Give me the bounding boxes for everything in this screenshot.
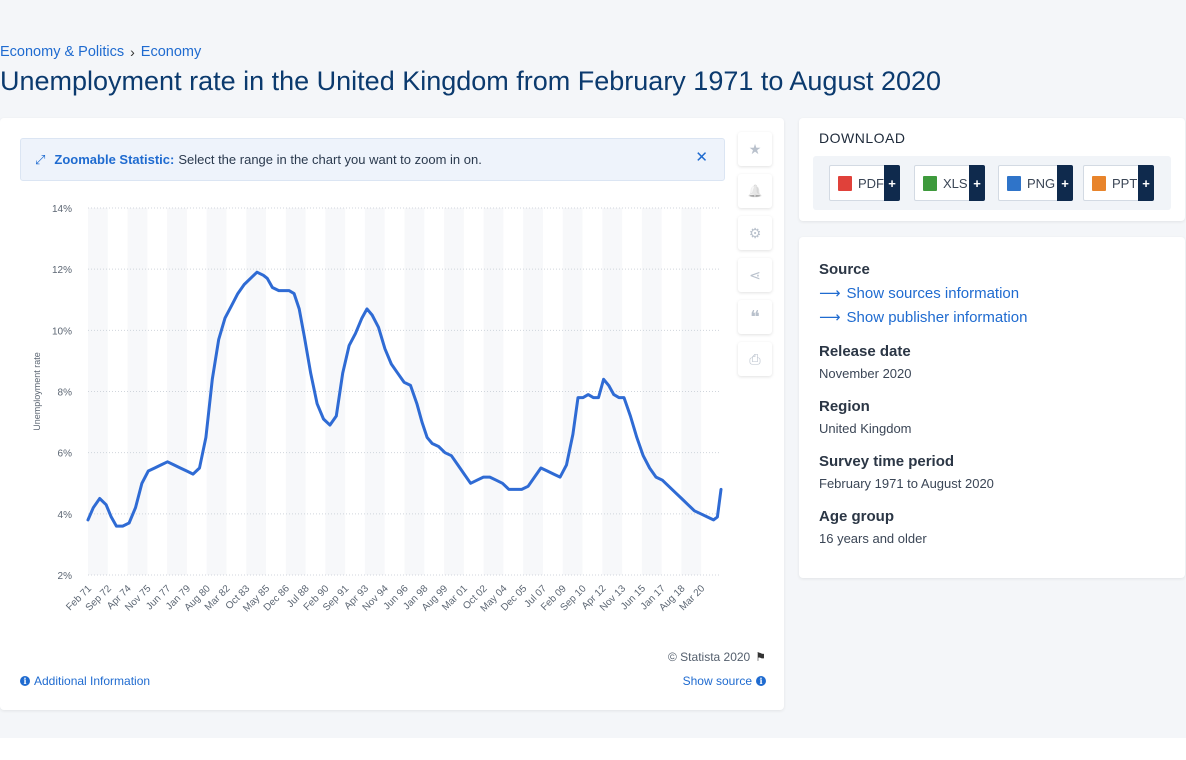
region-label: Region [819, 398, 870, 415]
chart-band [562, 208, 583, 575]
download-png-button[interactable]: PNG + [998, 165, 1073, 201]
additional-information-link[interactable]: i Additional Information [20, 674, 150, 688]
plus-icon[interactable]: + [969, 165, 985, 201]
y-axis-label: Unemployment rate [32, 352, 42, 431]
plus-icon[interactable]: + [884, 165, 900, 201]
star-icon: ★ [748, 140, 762, 157]
download-xls-label: XLS [943, 175, 968, 191]
age-group-label: Age group [819, 508, 894, 525]
show-publisher-label: Show publisher information [846, 308, 1028, 326]
ppt-file-icon [1092, 175, 1106, 191]
expand-icon: ⤢ [35, 151, 46, 167]
share-button[interactable]: ⋖ [738, 258, 772, 292]
y-tick-label: 2% [58, 571, 73, 582]
plus-icon[interactable]: + [1057, 165, 1073, 201]
chart-band [167, 208, 187, 575]
chart-band [325, 208, 346, 575]
download-xls-button[interactable]: XLS + [914, 165, 985, 201]
favorite-button[interactable]: ★ [738, 132, 772, 166]
print-button[interactable]: ⎙ [738, 342, 772, 376]
chart-card: ⤢ Zoomable Statistic: Select the range i… [0, 118, 784, 710]
close-icon[interactable]: ✕ [695, 149, 708, 166]
download-ppt-button[interactable]: PPT + [1083, 165, 1154, 201]
bell-icon: 🔔 [747, 184, 763, 198]
y-tick-label: 4% [58, 510, 73, 521]
share-icon: ⋖ [749, 266, 761, 283]
release-date-value: November 2020 [819, 366, 912, 381]
chart-band [523, 208, 543, 575]
chart-band [364, 208, 385, 575]
top-bar [0, 0, 1186, 38]
show-publisher-link[interactable]: ⟶ Show publisher information [819, 308, 1028, 327]
source-label: Source [819, 261, 870, 278]
download-png-label: PNG [1027, 175, 1056, 191]
show-source-label: Show source [682, 674, 752, 688]
pdf-file-icon [838, 175, 852, 191]
region-value: United Kingdom [819, 421, 912, 436]
download-row: PDF + XLS + PNG + PPT + [813, 156, 1171, 210]
flag-icon[interactable]: ⚑ [755, 650, 766, 664]
arrow-right-icon: ⟶ [819, 285, 841, 302]
download-title: DOWNLOAD [819, 130, 906, 146]
y-tick-label: 6% [58, 449, 73, 460]
gear-icon: ⚙ [748, 224, 762, 241]
breadcrumb: Economy & Politics › Economy [0, 44, 201, 60]
survey-period-label: Survey time period [819, 453, 955, 470]
additional-information-label: Additional Information [34, 674, 151, 688]
show-sources-link[interactable]: ⟶ Show sources information [819, 284, 1020, 303]
zoom-banner-text: Select the range in the chart you want t… [178, 152, 482, 167]
breadcrumb-economy[interactable]: Economy [140, 44, 202, 60]
chart-band [206, 208, 227, 575]
zoom-banner: ⤢ Zoomable Statistic: Select the range i… [20, 138, 725, 181]
age-group-value: 16 years and older [819, 531, 927, 546]
notification-button[interactable]: 🔔 [738, 174, 772, 208]
png-file-icon [1007, 175, 1021, 191]
y-tick-label: 14% [52, 204, 72, 215]
xls-file-icon [923, 175, 937, 191]
quote-icon: ❝ [750, 306, 760, 327]
release-date-label: Release date [819, 343, 911, 360]
show-source-link[interactable]: Show source i [683, 674, 766, 688]
download-card: DOWNLOAD PDF + XLS + PNG + PPT + [799, 118, 1185, 221]
y-tick-label: 8% [58, 388, 73, 399]
y-tick-label: 10% [52, 326, 72, 337]
plus-icon[interactable]: + [1138, 165, 1154, 201]
breadcrumb-economy-politics[interactable]: Economy & Politics [0, 44, 125, 60]
copyright-text: © Statista 2020 [668, 650, 751, 664]
page-title: Unemployment rate in the United Kingdom … [0, 66, 942, 96]
chart-toolbar: ★ 🔔 ⚙ ⋖ ❝ ⎙ [738, 132, 772, 384]
cite-button[interactable]: ❝ [738, 300, 772, 334]
series-line [86, 270, 723, 528]
arrow-right-icon: ⟶ [819, 309, 841, 326]
statistic-info-card: Source ⟶ Show sources information ⟶ Show… [799, 237, 1185, 578]
chart-band [404, 208, 425, 575]
download-pdf-button[interactable]: PDF + [829, 165, 900, 201]
footer-strip [0, 738, 1186, 760]
download-pdf-label: PDF [858, 175, 884, 191]
breadcrumb-separator: › [130, 44, 135, 60]
copyright: © Statista 2020 ⚑ [668, 650, 766, 664]
chart-band [641, 208, 662, 575]
download-ppt-label: PPT [1112, 175, 1138, 191]
show-sources-label: Show sources information [846, 284, 1020, 302]
zoom-banner-label: Zoomable Statistic: [54, 152, 175, 167]
y-tick-label: 12% [52, 265, 72, 276]
info-icon: i [756, 676, 766, 686]
survey-period-value: February 1971 to August 2020 [819, 476, 994, 491]
chart-band [444, 208, 464, 575]
info-icon: i [20, 676, 30, 686]
settings-button[interactable]: ⚙ [738, 216, 772, 250]
print-icon: ⎙ [749, 350, 761, 367]
